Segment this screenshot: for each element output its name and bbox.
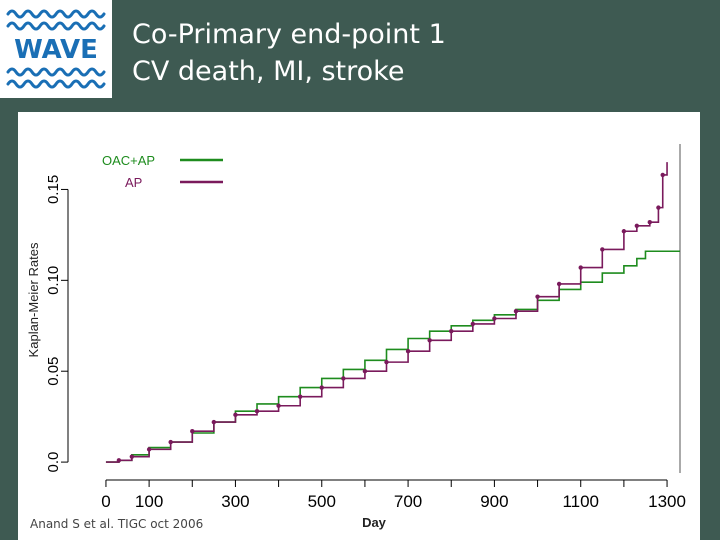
ap-event-point: [656, 205, 661, 210]
y-tick-label: 0.0: [45, 452, 62, 473]
ap-event-point: [146, 447, 152, 452]
x-tick-label: 700: [394, 492, 422, 511]
ap-event-point: [600, 247, 605, 252]
ap-event-point: [190, 428, 195, 434]
chart-panel: 0.0 0.05 0.10 0.15 0 100 300 500 700 900 1100 1300 …: [18, 112, 700, 540]
ap-event-point: [254, 408, 260, 414]
ap-event-point: [297, 394, 303, 399]
y-axis-label: Kaplan-Meier Rates: [26, 242, 41, 357]
x-tick-label: 500: [308, 492, 336, 511]
ap-event-point: [492, 316, 497, 321]
x-tick-label: 1300: [648, 492, 686, 511]
ap-event-point: [384, 359, 389, 365]
x-tick-label: 900: [480, 492, 508, 511]
ap-event-point: [168, 439, 173, 445]
ap-event-point: [449, 329, 454, 334]
ap-event-point: [319, 385, 324, 390]
x-tick-label: 1100: [562, 492, 599, 511]
ap-event-point: [647, 219, 652, 225]
x-axis-label: Day: [362, 515, 387, 530]
series-lines: [105, 162, 680, 463]
ap-event-point: [470, 321, 476, 327]
legend: OAC+AP AP: [102, 153, 223, 190]
ap-event-point: [341, 376, 346, 381]
ap-event-point: [362, 369, 368, 374]
ap-event-point: [276, 403, 281, 408]
title-line-1: Co-Primary end-point 1: [132, 19, 446, 50]
y-tick-label: 0.05: [45, 357, 62, 386]
x-tick-label: 300: [221, 492, 249, 511]
ap-event-point: [116, 458, 122, 463]
series-line-ap: [105, 162, 668, 463]
slide-title: Co-Primary end-point 1 CV death, MI, str…: [132, 16, 446, 90]
km-chart: 0.00.050.100.150 100 300 500 700 900 1100 1300 …: [26, 144, 686, 530]
wave-logo: WAVE: [0, 0, 112, 98]
axes: 0.0 0.05 0.10 0.15 0 100 300 500 700 900 1100 1300: [45, 144, 686, 511]
x-tick-label: 100: [135, 492, 163, 511]
legend-label-ap: AP: [125, 175, 142, 190]
logo-text: WAVE: [14, 35, 98, 65]
wave-line-4: [6, 79, 106, 89]
y-tick-label: 0.10: [45, 266, 62, 295]
ap-event-point: [634, 223, 640, 228]
title-line-2: CV death, MI, stroke: [132, 56, 405, 87]
ap-event-point: [660, 172, 665, 178]
wave-line-3: [6, 67, 106, 77]
wave-line-2: [6, 21, 106, 31]
ap-event-point: [621, 229, 627, 234]
x-tick-label: 0: [101, 492, 110, 511]
ap-event-point: [233, 412, 238, 418]
y-tick-label: 0.15: [45, 175, 62, 204]
ap-event-point: [556, 281, 562, 287]
ap-event-point: [513, 309, 519, 314]
wave-lines-icon: WAVE: [6, 9, 106, 89]
legend-label-oac-ap: OAC+AP: [102, 153, 155, 168]
ap-event-point: [405, 349, 411, 354]
ap-event-point: [427, 338, 432, 343]
citation: Anand S et al. TIGC oct 2006: [30, 517, 204, 531]
ap-event-point: [535, 294, 540, 299]
ap-event-point: [578, 265, 583, 270]
ap-event-point: [129, 454, 135, 459]
wave-line-1: [6, 9, 106, 19]
ap-event-point: [211, 419, 217, 425]
